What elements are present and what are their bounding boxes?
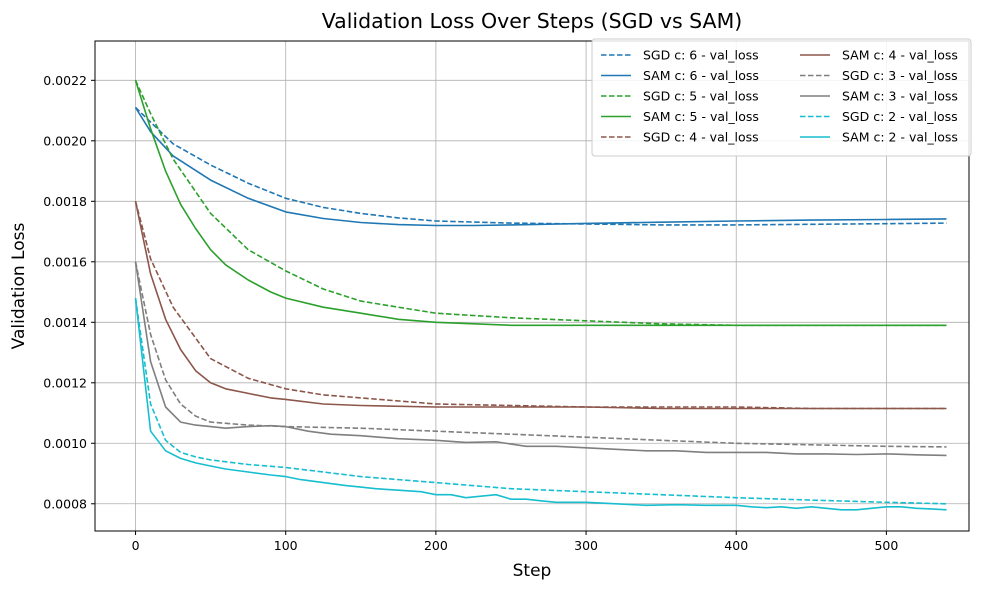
y-tick-label: 0.0016 — [43, 254, 87, 269]
series-line — [134, 80, 947, 327]
y-tick-label: 0.0008 — [43, 496, 87, 511]
y-tick-label: 0.0022 — [43, 73, 87, 88]
series-line — [134, 261, 947, 457]
legend-entry-label: SAM c: 4 - val_loss — [842, 48, 958, 63]
y-tick-label: 0.0018 — [43, 194, 87, 209]
legend-entry-label: SAM c: 2 - val_loss — [842, 130, 958, 145]
legend-entry-label: SGD c: 6 - val_loss — [643, 48, 759, 63]
y-tick-label: 0.0020 — [43, 133, 87, 148]
legend-box — [591, 38, 972, 157]
legend-entry-label: SAM c: 5 - val_loss — [643, 109, 759, 124]
y-tick-label: 0.0014 — [43, 315, 87, 330]
chart-title: Validation Loss Over Steps (SGD vs SAM) — [322, 9, 743, 33]
y-tick-label: 0.0010 — [43, 436, 87, 451]
legend: SGD c: 6 - val_loss SAM c: 6 - val_loss SG… — [591, 38, 972, 157]
legend-entry-label: SGD c: 2 - val_loss — [842, 109, 958, 124]
y-axis-label: Validation Loss — [9, 223, 29, 350]
legend-entry-label: SAM c: 6 - val_loss — [643, 68, 759, 83]
x-tick-label: 400 — [724, 538, 748, 553]
plot-frame — [94, 40, 970, 532]
series-line — [134, 106, 947, 226]
series-line — [134, 201, 947, 410]
series-line — [134, 107, 947, 227]
y-tick-label: 0.0012 — [43, 375, 87, 390]
x-axis-label: Step — [513, 561, 552, 581]
y-axis-ticks: 0.0008 0.0010 0.0012 0.0014 0.0016 0.0018 0.00… — [43, 73, 95, 511]
legend-entry-label: SGD c: 5 - val_loss — [643, 89, 759, 104]
x-tick-label: 100 — [274, 538, 298, 553]
x-tick-label: 300 — [574, 538, 598, 553]
x-axis-ticks: 0 100 200 300 400 500 — [132, 531, 898, 553]
series-line — [134, 261, 947, 448]
legend-entry-label: SGD c: 3 - val_loss — [842, 68, 958, 83]
x-tick-label: 0 — [132, 538, 140, 553]
x-tick-label: 500 — [874, 538, 898, 553]
series-line — [134, 297, 947, 505]
series-layer — [134, 79, 947, 511]
legend-entry-label: SGD c: 4 - val_loss — [643, 130, 759, 145]
legend-entry-label: SAM c: 3 - val_loss — [842, 89, 958, 104]
x-tick-label: 200 — [424, 538, 448, 553]
series-line — [134, 298, 947, 511]
grid-lines — [95, 41, 969, 531]
